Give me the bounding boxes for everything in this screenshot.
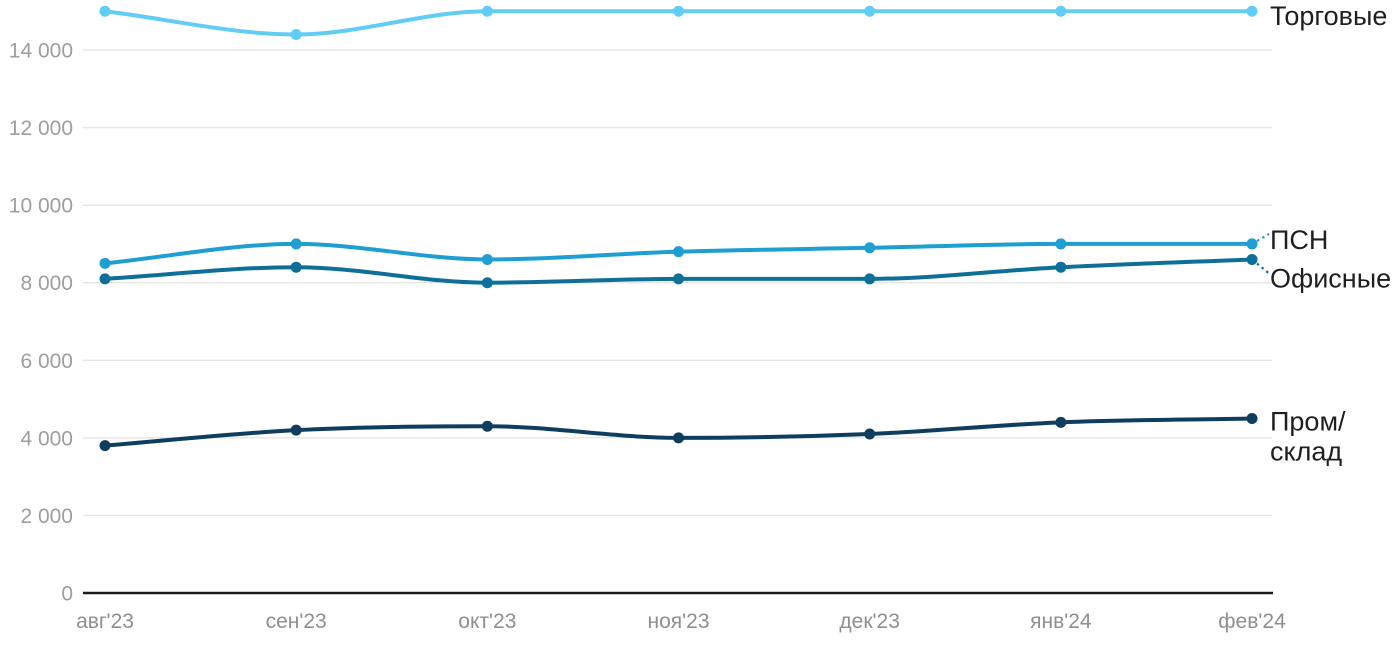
data-point-0-2[interactable] <box>481 5 493 17</box>
data-point-3-1[interactable] <box>290 424 302 436</box>
series-end-label-0: Торговые <box>1270 1 1387 31</box>
data-point-0-6[interactable] <box>1246 5 1258 17</box>
data-point-2-3[interactable] <box>673 273 685 285</box>
data-point-2-6[interactable] <box>1246 253 1258 265</box>
data-point-0-4[interactable] <box>864 5 876 17</box>
data-point-3-6[interactable] <box>1246 412 1258 424</box>
x-axis-tick-label: янв'24 <box>1030 610 1092 633</box>
y-axis-tick-label: 14 000 <box>9 40 73 63</box>
data-point-0-0[interactable] <box>99 5 111 17</box>
data-point-1-5[interactable] <box>1055 238 1067 250</box>
series-end-label-2: Офисные <box>1270 263 1391 293</box>
y-axis-tick-label: 0 <box>61 583 73 606</box>
x-axis-tick-label: окт'23 <box>458 610 516 633</box>
x-axis-tick-label: сен'23 <box>266 610 327 633</box>
data-point-1-1[interactable] <box>290 238 302 250</box>
data-point-1-6[interactable] <box>1246 238 1258 250</box>
data-point-2-0[interactable] <box>99 273 111 285</box>
data-point-0-5[interactable] <box>1055 5 1067 17</box>
y-axis-tick-label: 12 000 <box>9 117 73 140</box>
x-axis-tick-label: ноя'23 <box>648 610 710 633</box>
series-end-label-3: склад <box>1270 436 1342 466</box>
data-point-0-1[interactable] <box>290 28 302 40</box>
y-axis-tick-label: 6 000 <box>20 350 73 373</box>
x-axis-tick-label: дек'23 <box>839 610 900 633</box>
data-point-1-3[interactable] <box>673 246 685 258</box>
data-point-1-2[interactable] <box>481 253 493 265</box>
series-end-label-3: Пром/ <box>1270 406 1346 436</box>
data-point-3-4[interactable] <box>864 428 876 440</box>
data-point-2-4[interactable] <box>864 273 876 285</box>
data-point-1-0[interactable] <box>99 257 111 269</box>
x-axis-tick-label: авг'23 <box>76 610 134 633</box>
data-point-2-5[interactable] <box>1055 261 1067 273</box>
data-point-3-0[interactable] <box>99 440 111 452</box>
x-axis-tick-label: фев'24 <box>1218 610 1286 633</box>
y-axis-tick-label: 8 000 <box>20 272 73 295</box>
series-end-label-1: ПСН <box>1270 225 1328 255</box>
data-point-2-1[interactable] <box>290 261 302 273</box>
label-connector-1 <box>1256 232 1270 242</box>
data-point-3-3[interactable] <box>673 432 685 444</box>
data-point-0-3[interactable] <box>673 5 685 17</box>
y-axis-tick-label: 10 000 <box>9 195 73 218</box>
data-point-3-5[interactable] <box>1055 416 1067 428</box>
y-axis-tick-label: 4 000 <box>20 427 73 450</box>
data-point-3-2[interactable] <box>481 420 493 432</box>
data-point-1-4[interactable] <box>864 242 876 254</box>
y-axis-tick-label: 2 000 <box>20 505 73 528</box>
label-connector-2 <box>1256 262 1270 275</box>
data-point-2-2[interactable] <box>481 277 493 289</box>
